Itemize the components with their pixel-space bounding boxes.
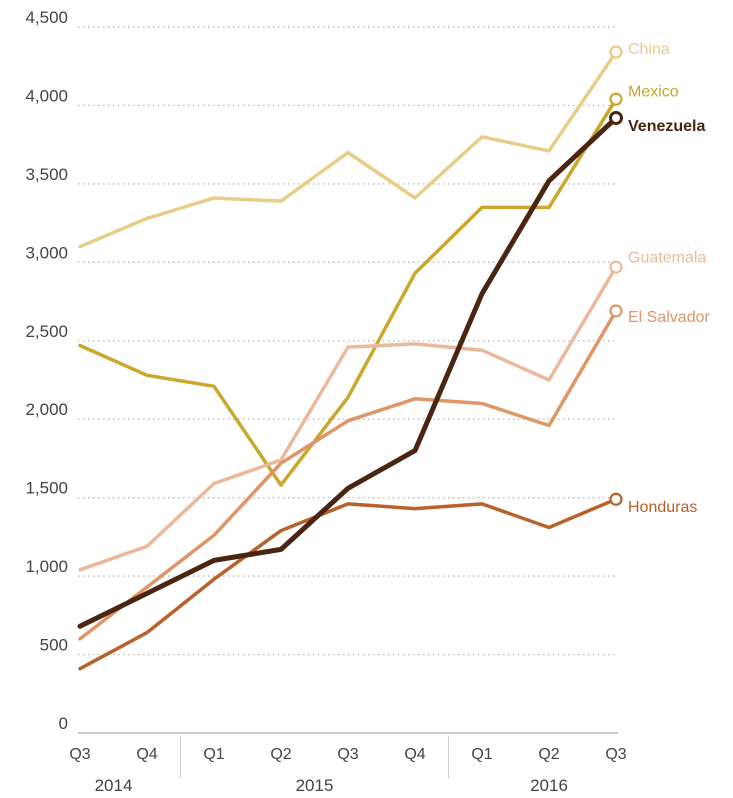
series-labels: China Mexico Guatemala El Salvador Honduras V… <box>628 41 710 516</box>
x-tick-label: Q2 <box>270 746 291 763</box>
series-line-guatemala <box>78 265 618 572</box>
series-label-venezuela: Venezuela <box>628 118 705 135</box>
series-label-guatemala: Guatemala <box>628 250 706 267</box>
series-label-el-salvador: El Salvador <box>628 309 710 326</box>
end-marker-honduras <box>609 492 623 506</box>
y-tick-label: 1,000 <box>25 557 68 576</box>
x-tick-label: Q1 <box>203 746 224 763</box>
gridlines <box>78 26 618 734</box>
y-axis: 0 500 1,000 1,500 2,000 2,500 3,000 3,500 4,000 4… <box>25 8 68 733</box>
x-tick-label: Q1 <box>471 746 492 763</box>
x-tick-label: Q3 <box>69 746 90 763</box>
series-line-mexico <box>78 97 618 487</box>
year-label: 2015 <box>296 776 334 795</box>
y-tick-label: 2,500 <box>25 322 68 341</box>
y-tick-label: 3,000 <box>25 243 68 262</box>
x-tick-label: Q2 <box>538 746 559 763</box>
y-tick-label: 500 <box>40 636 68 655</box>
end-marker-mexico <box>609 92 623 106</box>
y-tick-label: 4,500 <box>25 8 68 27</box>
year-label: 2014 <box>95 776 133 795</box>
series-line-venezuela <box>77 115 619 629</box>
series-line-honduras <box>78 497 618 671</box>
y-tick-label: 1,500 <box>25 479 68 498</box>
x-tick-label: Q3 <box>337 746 358 763</box>
y-tick-label: 2,000 <box>25 400 68 419</box>
x-tick-label: Q4 <box>404 746 425 763</box>
y-tick-label: 4,000 <box>25 86 68 105</box>
y-tick-label: 3,500 <box>25 165 68 184</box>
series-label-mexico: Mexico <box>628 83 679 100</box>
series-lines <box>77 50 619 671</box>
series-line-el-salvador <box>78 309 618 641</box>
y-tick-label: 0 <box>59 714 68 733</box>
end-marker-venezuela <box>609 110 623 125</box>
series-label-china: China <box>628 41 670 58</box>
x-tick-label: Q4 <box>136 746 157 763</box>
series-end-markers <box>609 45 623 506</box>
x-axis: Q3 Q4 Q1 Q2 Q3 Q4 Q1 Q2 Q3 2014 2015 2016 <box>69 736 627 795</box>
series-line-china <box>78 50 618 249</box>
series-label-honduras: Honduras <box>628 499 697 516</box>
end-marker-china <box>609 45 623 59</box>
end-marker-guatemala <box>609 260 623 274</box>
x-tick-label: Q3 <box>605 746 626 763</box>
end-marker-el-salvador <box>609 304 623 318</box>
year-label: 2016 <box>530 776 568 795</box>
